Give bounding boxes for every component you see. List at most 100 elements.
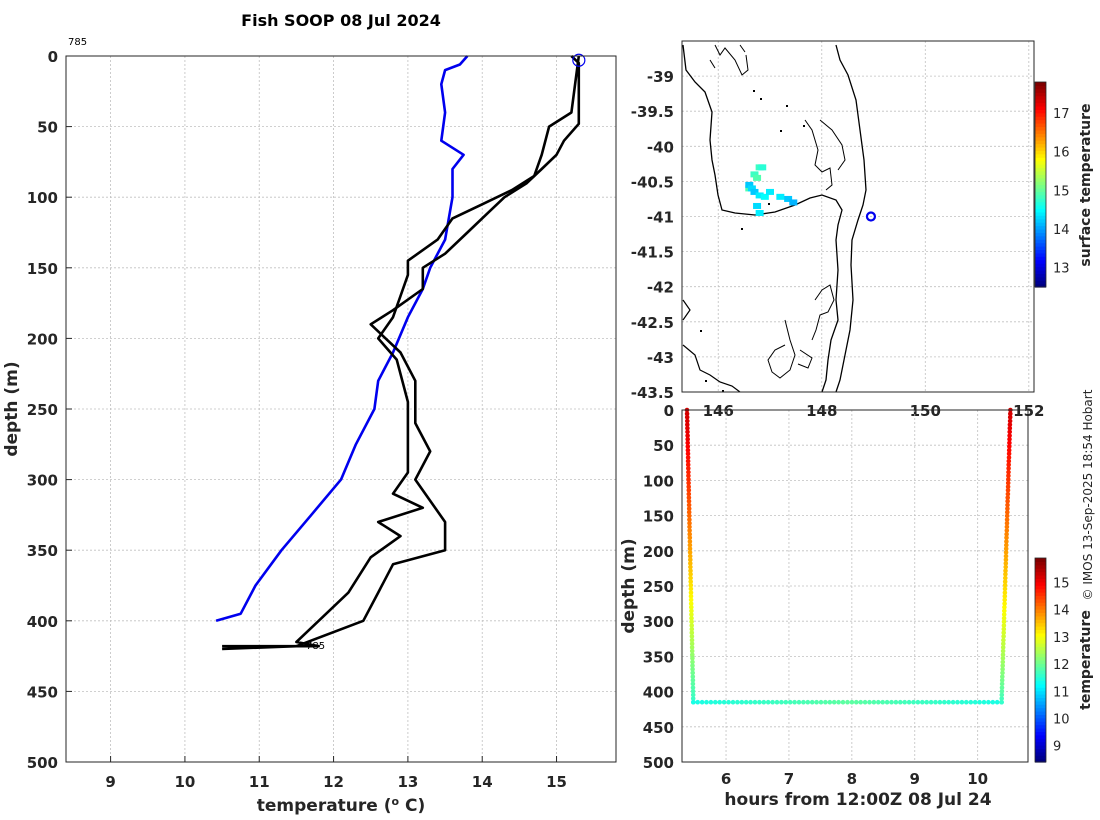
timeseries-colorbar-tick-10: 10: [1053, 712, 1070, 727]
downcast-point-46: [688, 575, 693, 581]
timeseries-grid: [682, 409, 1028, 763]
timeseries-colorbar-seg-24: [1035, 677, 1046, 681]
map-surface-point-5: [745, 181, 754, 188]
map-station-marker: [865, 211, 877, 222]
downcast-point-19: [686, 477, 691, 482]
upcast-point-53: [1005, 506, 1010, 511]
profile-ylabel: depth (m): [2, 361, 22, 456]
timeseries-colorbar-seg-7: [1035, 734, 1046, 739]
map-ytick-9: -43.5: [631, 384, 674, 402]
timeseries-xtick-9: 9: [910, 770, 920, 788]
bottom-point-8: [726, 699, 731, 705]
map-surface-point-13: [789, 199, 798, 206]
timeseries-colorbar-seg-44: [1035, 609, 1046, 613]
downcast-point-59: [689, 623, 694, 628]
downcast-point-16: [686, 466, 691, 471]
upcast-point-25: [1002, 608, 1007, 614]
downcast-point-68: [690, 656, 695, 661]
timeseries-colorbar-seg-6: [1035, 738, 1046, 743]
upcast-point-29: [1002, 594, 1008, 599]
upcast-point-43: [1004, 542, 1009, 548]
map-colorbar-seg-33: [1035, 170, 1046, 175]
bottom-point-16: [761, 699, 767, 705]
upcast-point-37: [1003, 564, 1008, 570]
timeseries-colorbar-seg-18: [1035, 697, 1046, 702]
timeseries-colorbar-seg-41: [1035, 619, 1046, 624]
map-colorbar-seg-42: [1035, 140, 1046, 145]
map-colorbar-seg-59: [1035, 82, 1046, 87]
downcast-point-28: [686, 510, 692, 515]
map-colorbar-seg-54: [1035, 99, 1046, 104]
bottom-point-66: [981, 699, 987, 705]
upcast-point-13: [1000, 652, 1006, 657]
timeseries-colorbar-seg-53: [1035, 578, 1046, 583]
map-colorbar-seg-31: [1035, 177, 1046, 182]
timeseries-colorbar-tick-12: 12: [1053, 658, 1070, 673]
bottom-point-1: [695, 699, 700, 705]
upcast-point-42: [1003, 546, 1009, 552]
map-xtick-150: 150: [910, 402, 941, 420]
downcast-point-52: [688, 597, 694, 603]
timeseries-colorbar-seg-1: [1035, 755, 1046, 760]
downcast-point-22: [686, 488, 692, 493]
map-colorbar-seg-38: [1035, 153, 1046, 158]
map-colorbar-seg-57: [1035, 88, 1046, 93]
map-colorbar-seg-34: [1035, 167, 1046, 172]
upcast-point-67: [1006, 455, 1012, 460]
bottom-point-40: [867, 699, 872, 705]
downcast-point-14: [685, 458, 691, 464]
map-colorbar-seg-28: [1035, 187, 1046, 192]
timeseries-colorbar-seg-25: [1035, 673, 1046, 678]
downcast-point-21: [686, 484, 691, 490]
map-surface-point-11: [776, 193, 785, 200]
downcast-point-55: [689, 608, 694, 614]
timeseries-colorbar-seg-22: [1035, 683, 1046, 688]
timeseries-colorbar-seg-17: [1035, 700, 1046, 705]
timeseries-colorbar-seg-59: [1035, 558, 1046, 562]
map-colorbar-seg-12: [1035, 242, 1046, 247]
map-colorbar-seg-55: [1035, 95, 1046, 100]
downcast-point-27: [686, 506, 692, 511]
downcast-point-61: [689, 630, 695, 636]
map-colorbar-seg-27: [1035, 191, 1046, 196]
map-panel: 146 148 150 152-39-39.5-40-40.5-41-41.5-42-…: [631, 40, 1094, 420]
bottom-point-63: [968, 699, 974, 705]
bottom-point-9: [730, 699, 736, 705]
upcast-point-28: [1002, 597, 1007, 603]
bottom-point-39: [862, 699, 868, 705]
bottom-point-61: [959, 699, 965, 705]
bottom-point-21: [783, 699, 789, 705]
timeseries-xtick-7: 7: [784, 770, 794, 788]
downcast-point-65: [689, 645, 695, 650]
bottom-point-7: [721, 699, 727, 705]
timeseries-colorbar-seg-19: [1035, 694, 1046, 698]
upcast-point-78: [1007, 415, 1013, 420]
map-colorbar-seg-19: [1035, 218, 1046, 223]
upcast-point-4: [999, 685, 1005, 690]
downcast-point-31: [687, 520, 692, 526]
upcast-point-62: [1006, 473, 1011, 479]
upcast-point-70: [1007, 444, 1012, 449]
downcast-point-78: [690, 692, 696, 698]
bottom-point-5: [713, 699, 718, 705]
bottom-point-44: [884, 699, 890, 705]
map-ytick-0: -39: [647, 68, 674, 86]
downcast-point-70: [690, 663, 695, 668]
downcast-point-25: [686, 499, 692, 504]
downcast-point-39: [687, 550, 693, 555]
upcast-point-38: [1003, 561, 1009, 566]
profile-xtick-9: 9: [105, 773, 115, 791]
map-colorbar-seg-4: [1035, 269, 1046, 274]
downcast-point-62: [689, 634, 695, 639]
downcast-point-32: [687, 524, 692, 530]
downcast-point-4: [685, 422, 690, 427]
timeseries-colorbar-frame: [1034, 557, 1047, 763]
timeseries-ytick-500: 500: [643, 754, 674, 772]
timeseries-ytick-300: 300: [643, 613, 674, 631]
bottom-point-24: [796, 699, 802, 705]
profile-grid: [66, 55, 616, 763]
downcast-point-57: [689, 615, 694, 621]
timeseries-ytick-100: 100: [643, 472, 674, 490]
